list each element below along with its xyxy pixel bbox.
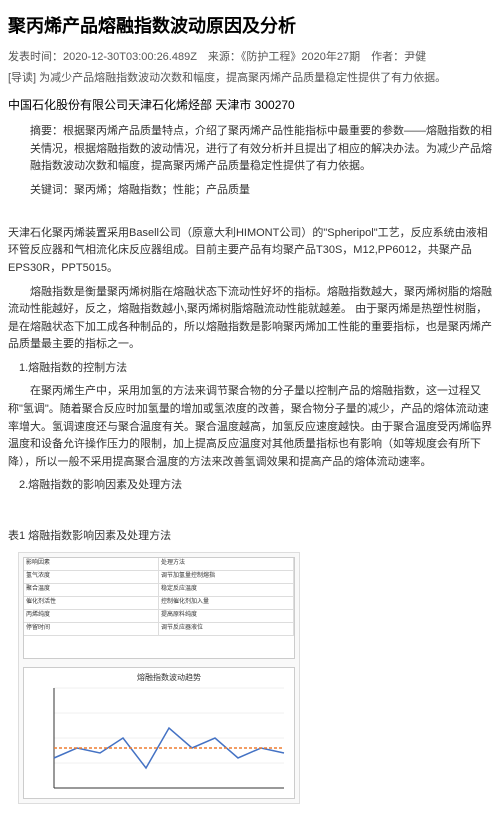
chart-title: 熔融指数波动趋势 bbox=[137, 672, 201, 682]
table-row: 氢气浓度 调节加氢量控制熔指 bbox=[24, 571, 294, 584]
table-cell: 丙烯纯度 bbox=[24, 610, 159, 622]
paragraph-3: 在聚丙烯生产中，采用加氢的方法来调节聚合物的分子量以控制产品的熔融指数，这一过程… bbox=[8, 383, 494, 471]
table-cell: 控制催化剂加入量 bbox=[159, 597, 294, 609]
table-1-caption: 表1 熔融指数影响因素及处理方法 bbox=[8, 528, 494, 546]
table-cell: 稳定反应温度 bbox=[159, 584, 294, 596]
table-cell: 停留时间 bbox=[24, 623, 159, 635]
table-header-row: 影响因素 处理方法 bbox=[24, 558, 294, 571]
keywords: 关键词：聚丙烯；熔融指数；性能；产品质量 bbox=[8, 182, 494, 200]
table-and-chart-figure: 影响因素 处理方法 氢气浓度 调节加氢量控制熔指 聚合温度 稳定反应温度 催化剂… bbox=[18, 552, 300, 804]
table-cell: 提高原料纯度 bbox=[159, 610, 294, 622]
lead-text: [导读] 为减少产品熔融指数波动次数和幅度，提高聚丙烯产品质量稳定性提供了有力依… bbox=[8, 70, 494, 88]
paragraph-1: 天津石化聚丙烯装置采用Basell公司（原意大利HIMONT公司）的"Spher… bbox=[8, 225, 494, 278]
affiliation: 中国石化股份有限公司天津石化烯烃部 天津市 300270 bbox=[8, 96, 494, 115]
table-cell: 催化剂活性 bbox=[24, 597, 159, 609]
section-1-heading: 1.熔融指数的控制方法 bbox=[8, 360, 494, 378]
table-row: 聚合温度 稳定反应温度 bbox=[24, 584, 294, 597]
paragraph-2: 熔融指数是衡量聚丙烯树脂在熔融状态下流动性好坏的指标。熔融指数越大，聚丙烯树脂的… bbox=[8, 284, 494, 354]
table-cell: 调节反应器液位 bbox=[159, 623, 294, 635]
chart-bg bbox=[24, 668, 294, 798]
table-row: 催化剂活性 控制催化剂加入量 bbox=[24, 597, 294, 610]
table-cell: 聚合温度 bbox=[24, 584, 159, 596]
abstract: 摘要：根据聚丙烯产品质量特点，介绍了聚丙烯产品性能指标中最重要的参数——熔融指数… bbox=[8, 123, 494, 176]
table-row: 丙烯纯度 提高原料纯度 bbox=[24, 610, 294, 623]
page-title: 聚丙烯产品熔融指数波动原因及分析 bbox=[8, 12, 494, 41]
table-1: 影响因素 处理方法 氢气浓度 调节加氢量控制熔指 聚合温度 稳定反应温度 催化剂… bbox=[23, 557, 295, 659]
chart-svg: 熔融指数波动趋势 bbox=[24, 668, 294, 798]
table-cell: 氢气浓度 bbox=[24, 571, 159, 583]
publish-meta: 发表时间：2020-12-30T03:00:26.489Z 来源：《防护工程》2… bbox=[8, 49, 494, 67]
table-header-cell: 处理方法 bbox=[159, 558, 294, 570]
section-2-heading: 2.熔融指数的影响因素及处理方法 bbox=[8, 477, 494, 495]
table-cell: 调节加氢量控制熔指 bbox=[159, 571, 294, 583]
table-row: 停留时间 调节反应器液位 bbox=[24, 623, 294, 636]
trend-chart: 熔融指数波动趋势 bbox=[23, 667, 295, 799]
table-header-cell: 影响因素 bbox=[24, 558, 159, 570]
